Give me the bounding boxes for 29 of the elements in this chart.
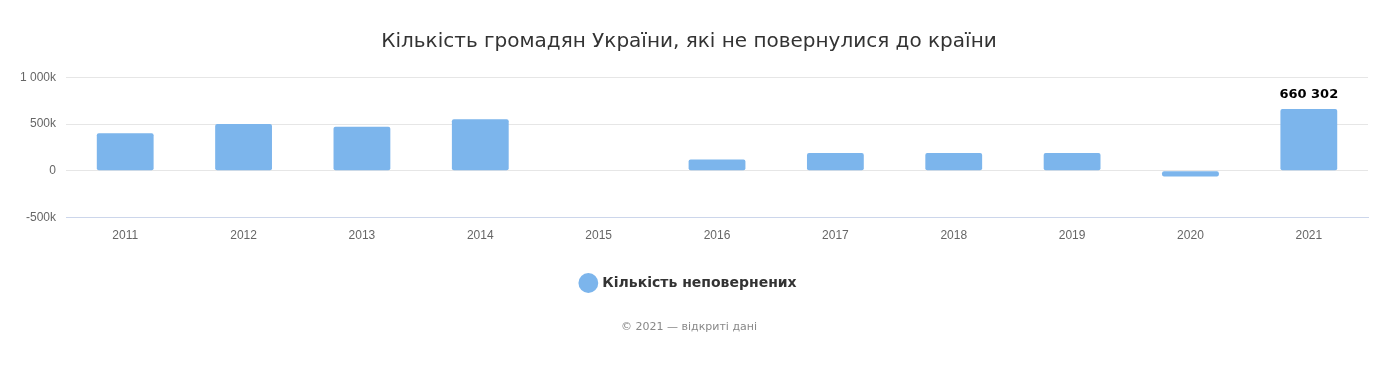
x-tick-label: 2014 <box>466 228 494 243</box>
bar <box>333 126 391 171</box>
bar <box>96 133 154 171</box>
bar <box>215 124 272 171</box>
text: © 2021 — відкриті дані <box>620 320 758 333</box>
bar <box>806 153 864 171</box>
bar <box>1280 109 1338 171</box>
y-tick-label: -500k <box>26 209 58 224</box>
x-tick-label: 2018 <box>940 228 968 243</box>
y-tick-label: 1 000k <box>20 69 58 84</box>
x-tick-label: 2011 <box>112 228 139 243</box>
bar <box>1162 171 1219 177</box>
y-tick-label: 500k <box>30 116 58 131</box>
x-tick-label: 2015 <box>585 228 613 243</box>
bar <box>925 153 983 171</box>
x-tick-label: 2012 <box>230 228 258 243</box>
x-tick-label: 2013 <box>348 228 376 243</box>
bar <box>1043 153 1101 171</box>
data-label: 660 302 <box>1279 85 1339 101</box>
y-tick-label: 0 <box>49 163 57 178</box>
x-tick-label: 2020 <box>1177 228 1205 243</box>
x-tick-label: 2021 <box>1295 228 1323 243</box>
x-tick-label: 2016 <box>703 228 731 243</box>
bar <box>688 159 746 171</box>
x-tick-label: 2017 <box>822 228 850 243</box>
chart-title: Кількість громадян України, які не повернулися до країни <box>380 27 998 54</box>
bar <box>451 119 509 171</box>
x-tick-label: 2019 <box>1058 228 1086 243</box>
legend-label: Кількість неповернених <box>602 273 797 290</box>
